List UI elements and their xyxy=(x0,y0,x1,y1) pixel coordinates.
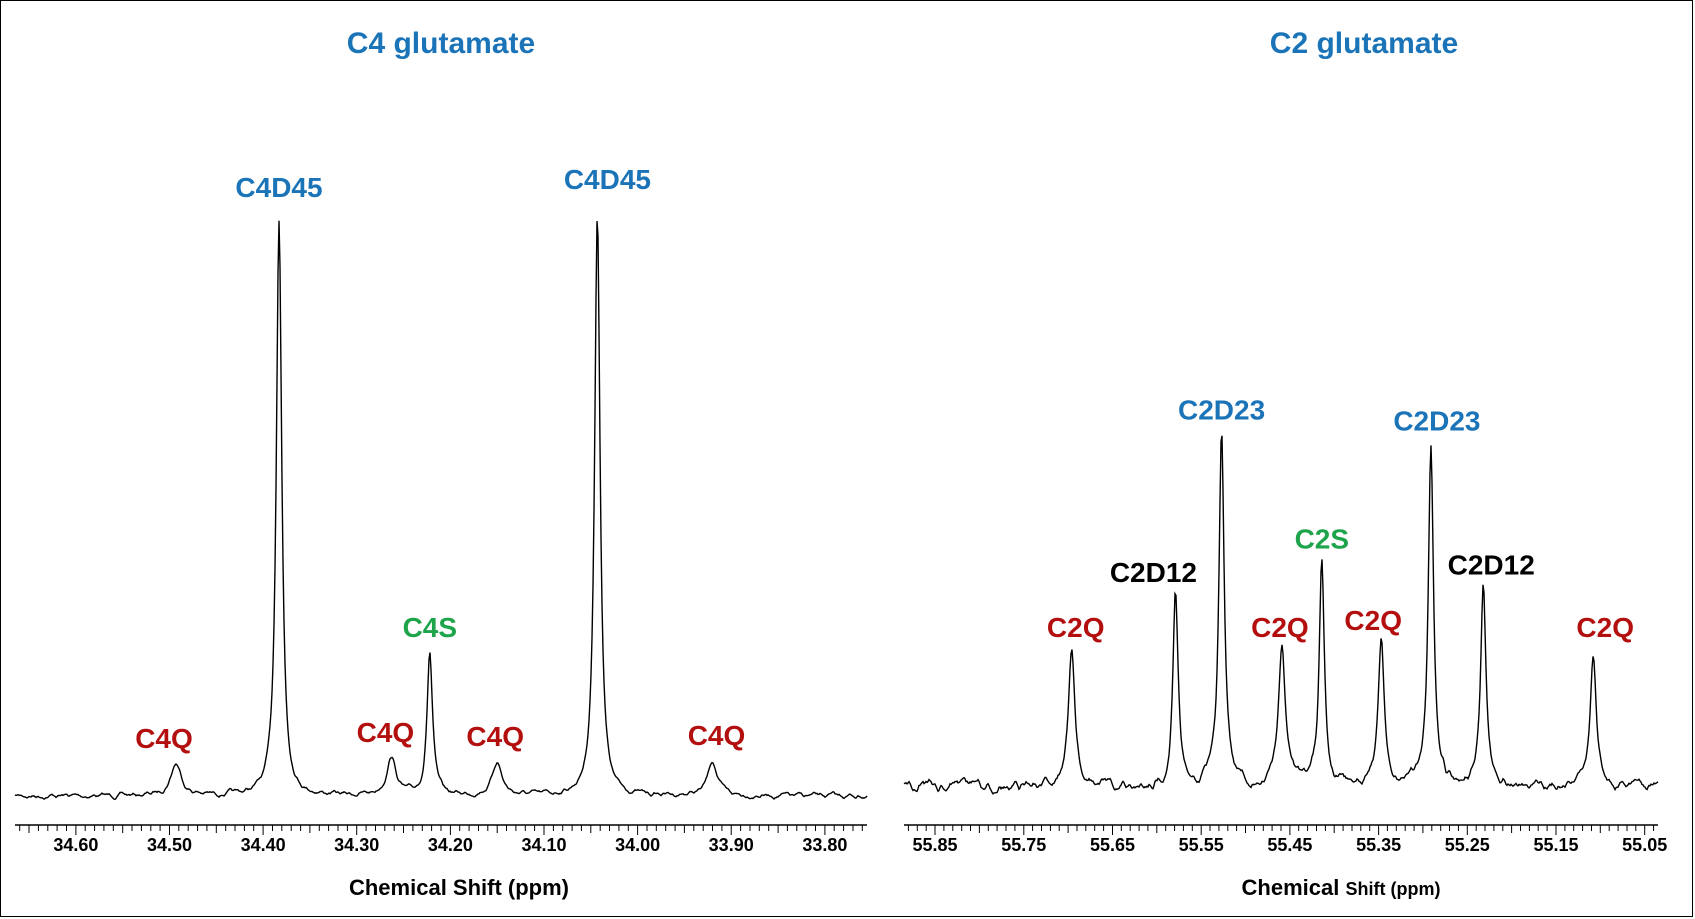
x-axis-label: Chemical Shift (ppm) xyxy=(349,875,569,900)
x-tick-label: 34.30 xyxy=(334,835,379,855)
x-tick-label: 34.20 xyxy=(428,835,473,855)
x-tick-label: 34.10 xyxy=(521,835,566,855)
panel-title: C2 glutamate xyxy=(1270,27,1458,60)
x-tick-label: 55.75 xyxy=(1001,835,1046,855)
spectrum-line xyxy=(903,435,1659,795)
panel-c2-glutamate: C2 glutamate C2QC2D12C2D23C2QC2SC2QC2D23… xyxy=(903,27,1667,900)
panel-c4-glutamate: C4 glutamate C4Q C4D45 C4Q C4S C4Q C4D45 C4Q 3… xyxy=(14,27,868,900)
spectrum-line xyxy=(14,220,868,801)
peak-label-c4q: C4Q xyxy=(466,721,524,752)
peak-label-c4q: C4Q xyxy=(357,717,415,748)
x-tick-label: 55.45 xyxy=(1267,835,1312,855)
x-axis-label-main: Chemical xyxy=(1242,875,1346,900)
x-tick-label: 55.55 xyxy=(1179,835,1224,855)
x-tick-label: 34.60 xyxy=(53,835,98,855)
peak-label-c2d12: C2D12 xyxy=(1448,549,1535,580)
x-tick-label: 55.65 xyxy=(1090,835,1135,855)
peak-label-c2q: C2Q xyxy=(1576,612,1634,643)
x-axis: 34.60 34.50 34.40 34.30 34.20 34.10 34.00 33.90… xyxy=(15,824,867,855)
peak-label-c2d23: C2D23 xyxy=(1178,394,1265,425)
peak-label-c4d45: C4D45 xyxy=(564,164,651,195)
x-tick-label: 55.35 xyxy=(1356,835,1401,855)
x-tick-label: 55.05 xyxy=(1622,835,1667,855)
peak-label-c2s: C2S xyxy=(1295,524,1349,555)
x-tick-label: 55.25 xyxy=(1445,835,1490,855)
x-tick-label: 55.15 xyxy=(1533,835,1578,855)
panel-title: C4 glutamate xyxy=(347,27,535,60)
peak-label-c2q: C2Q xyxy=(1047,612,1105,643)
peak-label-c2d12: C2D12 xyxy=(1110,557,1197,588)
x-axis-label-small: Shift (ppm) xyxy=(1345,879,1440,899)
peak-label-c4q: C4Q xyxy=(688,720,746,751)
x-axis: 55.85 55.75 55.65 55.55 55.45 55.35 55.25 55.15… xyxy=(904,824,1667,855)
x-tick-label: 34.40 xyxy=(241,835,286,855)
peak-label-c4d45: C4D45 xyxy=(235,172,322,203)
peak-label-c4q: C4Q xyxy=(135,723,193,754)
x-axis-label: Chemical Shift (ppm) xyxy=(1242,875,1441,900)
peak-label-c2q: C2Q xyxy=(1344,605,1402,636)
x-tick-label: 33.90 xyxy=(709,835,754,855)
peak-label-c4s: C4S xyxy=(403,612,457,643)
peak-label-c2q: C2Q xyxy=(1251,612,1309,643)
peak-label-c2d23: C2D23 xyxy=(1393,406,1480,437)
x-tick-label: 34.50 xyxy=(147,835,192,855)
x-tick-label: 34.00 xyxy=(615,835,660,855)
x-tick-label: 55.85 xyxy=(912,835,957,855)
x-tick-label: 33.80 xyxy=(802,835,847,855)
